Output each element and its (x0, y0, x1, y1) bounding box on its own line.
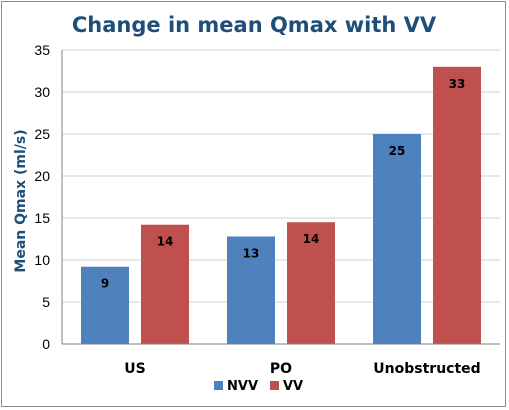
y-tick-label: 25 (34, 126, 50, 142)
y-tick-label: 15 (34, 210, 50, 226)
y-tick-label: 35 (34, 42, 50, 58)
bar-vv-unobstructed (433, 66, 481, 345)
x-tick-label: Unobstructed (373, 361, 480, 377)
bar-nvv-po (227, 236, 275, 344)
y-tick-label: 10 (34, 252, 50, 268)
bar-vv-po (287, 222, 335, 344)
bars: 9 14 13 14 25 33 (81, 66, 481, 345)
y-axis-label: Mean Qmax (ml/s) (13, 129, 29, 272)
y-tick-label: 0 (42, 336, 50, 352)
gridlines (62, 49, 500, 303)
legend-swatch-nvv (214, 381, 223, 390)
data-label: 25 (389, 144, 406, 158)
legend-label-nvv: NVV (227, 379, 258, 394)
legend-swatch-vv (270, 381, 279, 390)
data-label: 14 (157, 235, 174, 249)
legend-label-vv: VV (283, 379, 303, 394)
x-tick-label: PO (270, 361, 292, 377)
bar-nvv-unobstructed (373, 134, 421, 344)
x-tick-label: US (124, 361, 145, 377)
data-label: 9 (101, 277, 109, 291)
data-label: 14 (303, 232, 320, 246)
y-tick-label: 20 (34, 168, 50, 184)
chart-title: Change in mean Qmax with VV (72, 13, 437, 37)
y-tick-label: 5 (42, 294, 50, 310)
data-label: 13 (243, 246, 260, 260)
bar-vv-us (141, 224, 189, 344)
axes: 0 5 10 15 20 25 30 35 US PO Unobstructed (34, 42, 500, 377)
data-label: 33 (449, 77, 466, 91)
bar-nvv-us (81, 266, 129, 344)
y-tick-label: 30 (34, 84, 50, 100)
legend: NVV VV (214, 379, 303, 394)
